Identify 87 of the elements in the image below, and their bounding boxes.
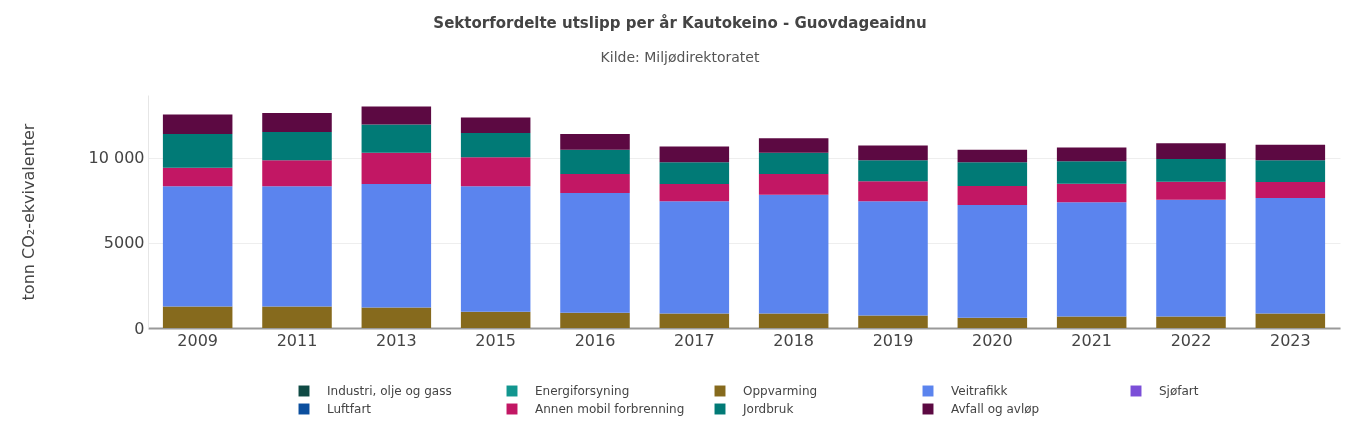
bar <box>262 132 332 161</box>
bar <box>957 185 1028 206</box>
bar <box>1156 159 1226 182</box>
bar <box>758 194 829 314</box>
bar <box>858 181 928 202</box>
bar <box>361 307 432 328</box>
bar <box>758 313 829 328</box>
bar <box>460 133 531 158</box>
x-tick-label: 2021 <box>1071 330 1113 350</box>
bar <box>858 160 928 182</box>
bar <box>1156 316 1226 328</box>
bar <box>659 146 730 163</box>
bar <box>560 149 630 174</box>
bar <box>957 205 1028 318</box>
bar <box>1056 202 1127 317</box>
bar <box>262 306 332 328</box>
bar <box>262 113 332 133</box>
bar <box>262 186 332 307</box>
bar <box>560 173 630 193</box>
bar <box>758 152 829 174</box>
x-tick-label: 2017 <box>673 330 715 350</box>
legend-label: Industri, olje og gass <box>327 384 452 398</box>
bar <box>560 312 630 328</box>
bar <box>162 167 233 187</box>
bar <box>1056 316 1127 328</box>
legend-label: Veitrafikk <box>951 384 1008 398</box>
bar <box>162 134 233 168</box>
bar <box>460 311 531 328</box>
legend-label: Luftfart <box>327 402 372 416</box>
bar <box>659 184 730 202</box>
x-tick-label: 2009 <box>177 330 219 350</box>
bar <box>460 157 531 187</box>
legend-label: Annen mobil forbrenning <box>535 402 685 416</box>
bar <box>162 114 233 135</box>
bar <box>1056 183 1127 203</box>
bar <box>858 201 928 316</box>
bar <box>162 186 233 307</box>
bar <box>957 317 1028 328</box>
bar <box>659 313 730 328</box>
bar <box>1056 147 1127 162</box>
bar <box>162 306 233 328</box>
bar <box>659 162 730 185</box>
legend-label: Avfall og avløp <box>951 402 1040 416</box>
x-tick-label: 2015 <box>475 330 517 350</box>
x-tick-label: 2016 <box>574 330 616 350</box>
bar <box>1156 181 1226 200</box>
bar <box>1255 160 1326 182</box>
x-tick-label: 2020 <box>971 330 1013 350</box>
bar <box>361 152 432 185</box>
bar <box>1255 144 1326 161</box>
legend-label: Sjøfart <box>1159 384 1199 398</box>
x-tick-label: 2018 <box>773 330 815 350</box>
bar <box>957 149 1028 163</box>
bar <box>758 138 829 153</box>
bar <box>460 117 531 134</box>
bar <box>361 184 432 308</box>
x-tick-label: 2023 <box>1269 330 1311 350</box>
bar <box>1156 143 1226 160</box>
bar <box>460 186 531 312</box>
y-tick-label: 0 <box>134 318 145 338</box>
bar <box>1056 161 1127 184</box>
bar <box>361 124 432 153</box>
bar <box>361 106 432 125</box>
x-tick-label: 2011 <box>276 330 318 350</box>
x-tick-label: 2022 <box>1170 330 1212 350</box>
bar <box>1255 197 1326 314</box>
bar <box>1255 181 1326 198</box>
chart-subtitle: Kilde: Miljødirektoratet <box>600 49 760 65</box>
y-tick-label: 5000 <box>103 233 145 253</box>
chart-title: Sektorfordelte utslipp per år Kautokeino - Guovdageaidnu <box>433 14 927 32</box>
bar <box>659 201 730 314</box>
legend-label: Energiforsyning <box>535 384 630 398</box>
bar <box>858 145 928 161</box>
bar <box>1156 199 1226 317</box>
bar <box>560 192 630 313</box>
x-tick-label: 2013 <box>375 330 417 350</box>
bar <box>1255 313 1326 328</box>
bar <box>957 162 1028 186</box>
y-tick-label: 10 000 <box>88 148 145 168</box>
bar <box>858 315 928 328</box>
legend-label: Oppvarming <box>743 384 818 398</box>
bar <box>560 134 630 150</box>
y-axis-title: tonn CO₂-ekvivalenter <box>18 123 38 301</box>
bar <box>758 173 829 195</box>
legend-label: Jordbruk <box>742 402 794 416</box>
bar <box>262 160 332 187</box>
x-tick-label: 2019 <box>872 330 914 350</box>
